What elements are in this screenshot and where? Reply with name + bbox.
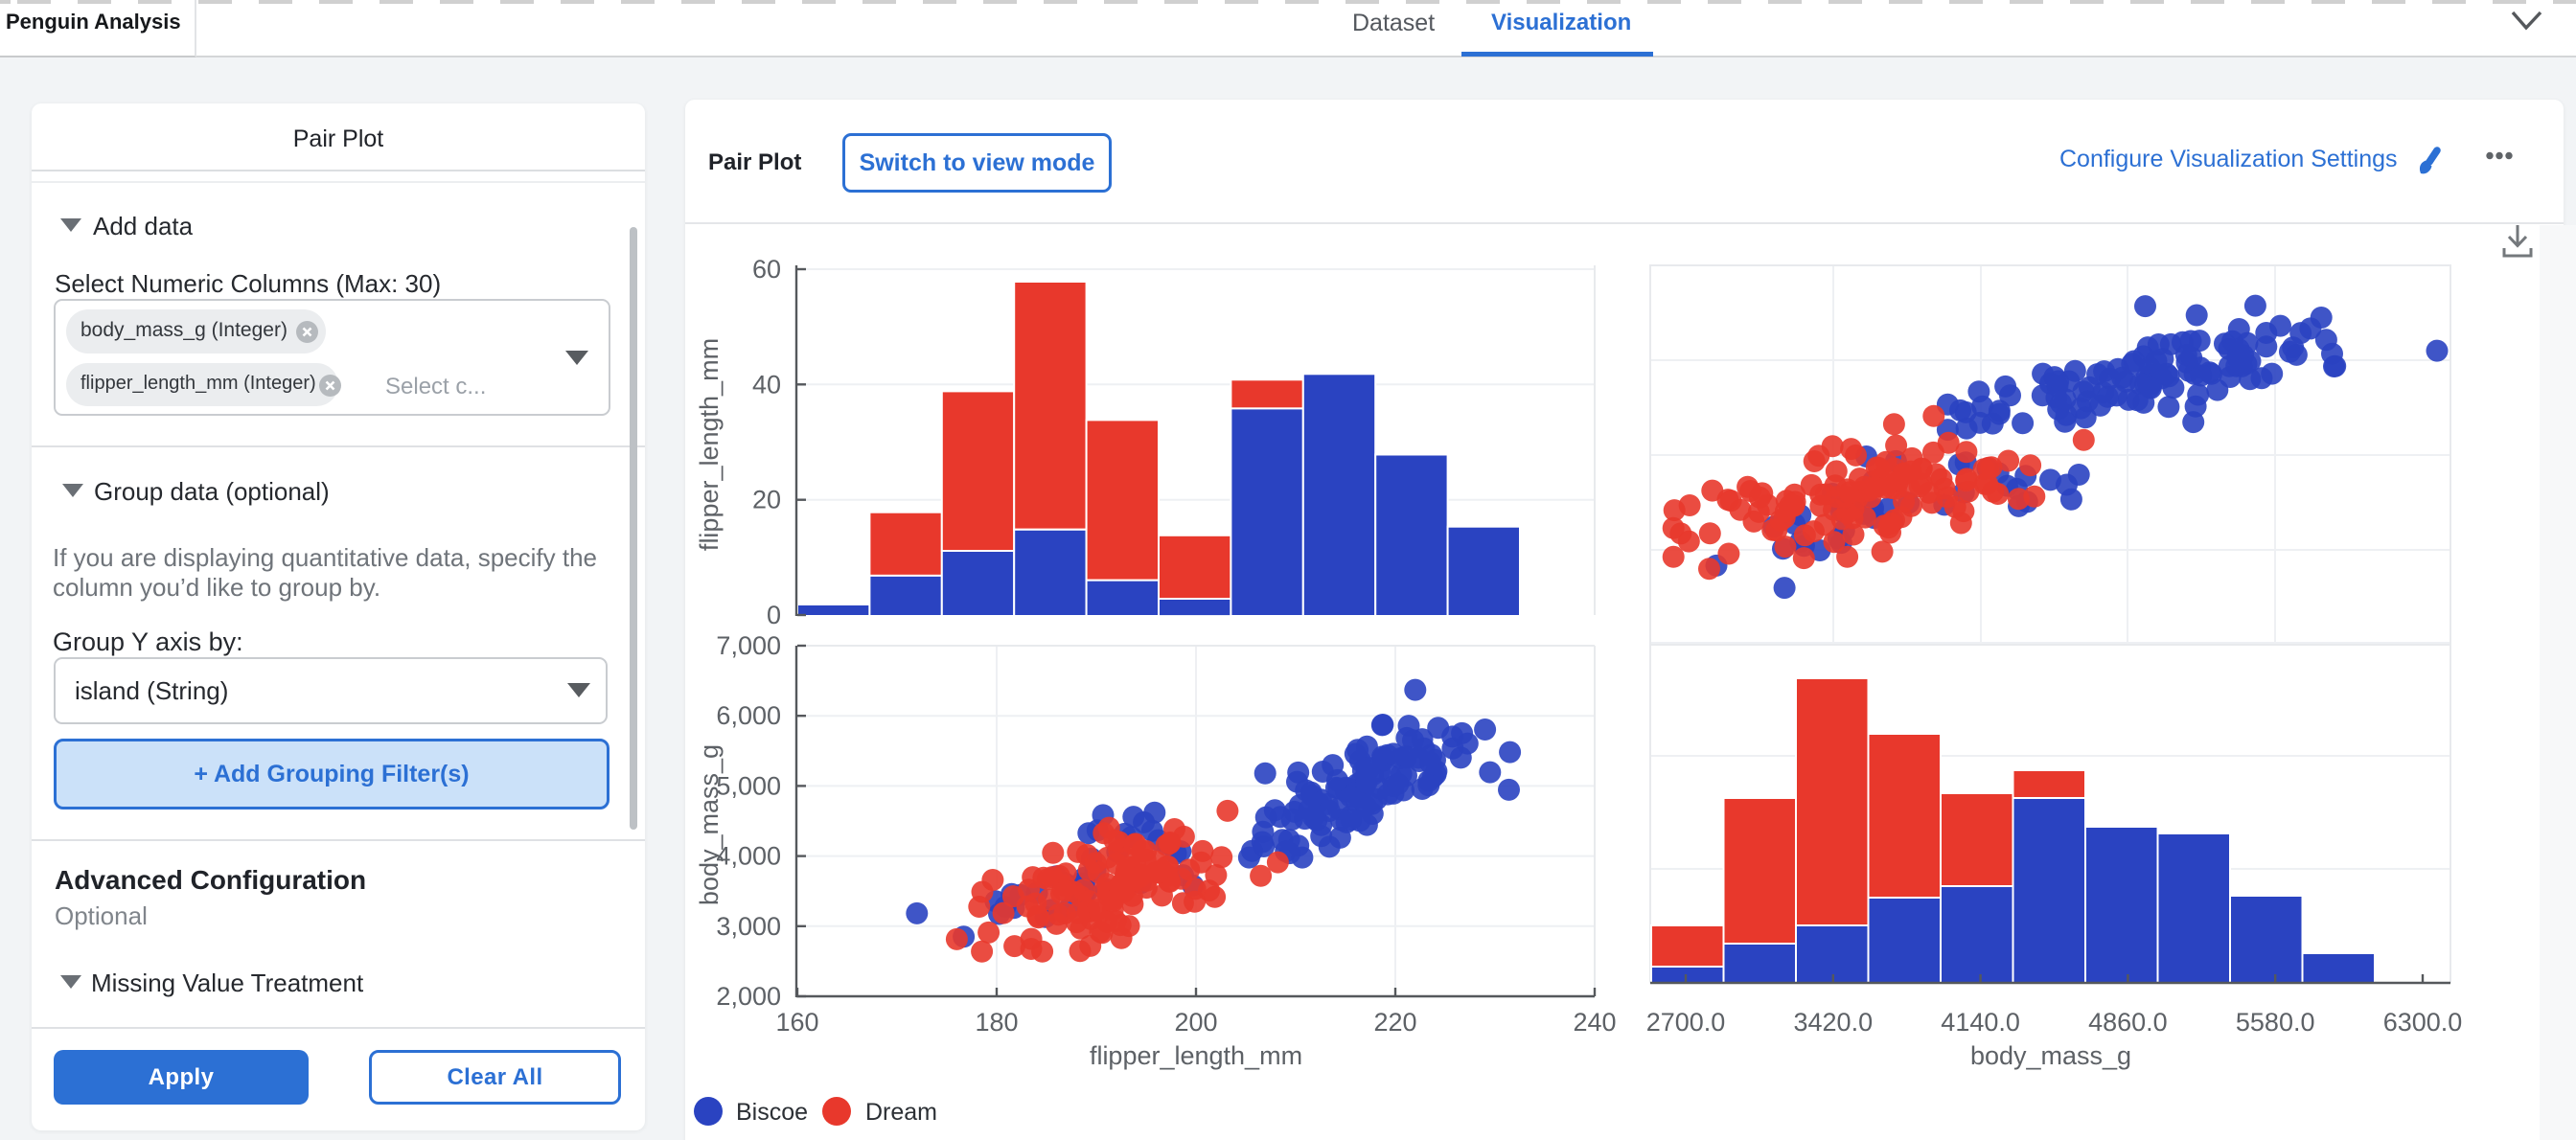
svg-text:Biscoe: Biscoe — [736, 1099, 808, 1126]
svg-text:flipper_length_mm: flipper_length_mm — [695, 338, 724, 551]
svg-text:60: 60 — [752, 255, 781, 284]
svg-text:3420.0: 3420.0 — [1794, 1008, 1874, 1037]
svg-text:3,000: 3,000 — [716, 912, 781, 941]
svg-text:220: 220 — [1373, 1008, 1416, 1037]
svg-text:6300.0: 6300.0 — [2383, 1008, 2463, 1037]
svg-text:7,000: 7,000 — [716, 631, 781, 660]
svg-text:5,000: 5,000 — [716, 771, 781, 800]
svg-text:2700.0: 2700.0 — [1646, 1008, 1726, 1037]
svg-text:flipper_length_mm: flipper_length_mm — [1090, 1041, 1302, 1070]
svg-text:20: 20 — [752, 486, 781, 514]
svg-text:200: 200 — [1174, 1008, 1217, 1037]
svg-text:4860.0: 4860.0 — [2088, 1008, 2168, 1037]
svg-text:body_mass_g: body_mass_g — [695, 744, 724, 905]
svg-text:160: 160 — [775, 1008, 818, 1037]
svg-text:40: 40 — [752, 370, 781, 399]
svg-text:4140.0: 4140.0 — [1941, 1008, 2020, 1037]
svg-text:2,000: 2,000 — [716, 982, 781, 1011]
svg-text:240: 240 — [1573, 1008, 1616, 1037]
svg-text:body_mass_g: body_mass_g — [1970, 1041, 2131, 1070]
svg-text:4,000: 4,000 — [716, 842, 781, 871]
svg-text:180: 180 — [975, 1008, 1018, 1037]
svg-text:6,000: 6,000 — [716, 701, 781, 730]
svg-text:Dream: Dream — [865, 1099, 937, 1126]
svg-text:0: 0 — [767, 601, 781, 629]
svg-text:5580.0: 5580.0 — [2236, 1008, 2315, 1037]
